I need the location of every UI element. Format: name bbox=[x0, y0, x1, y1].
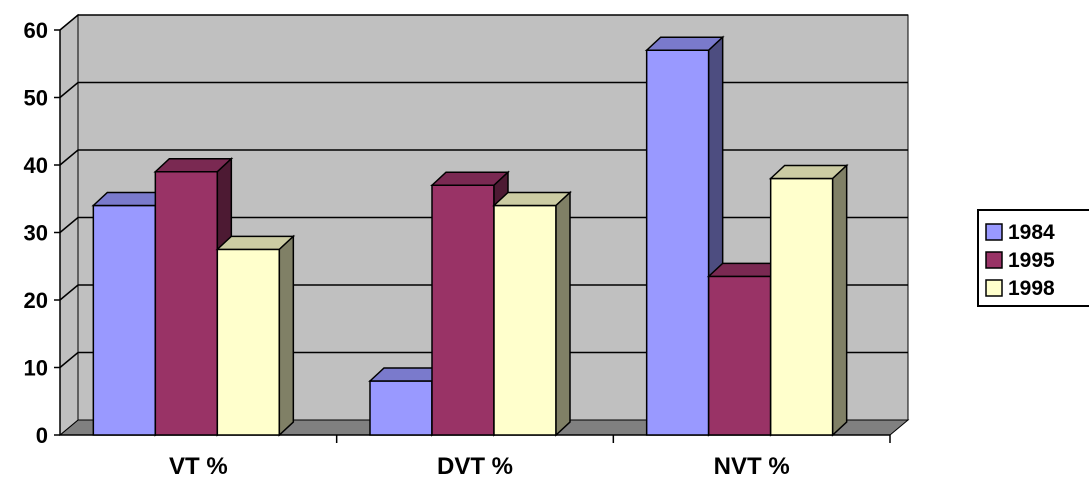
x-tick-label: NVT % bbox=[714, 453, 790, 480]
bar-front bbox=[216, 248, 281, 436]
gridline bbox=[59, 216, 908, 234]
legend-swatch bbox=[985, 251, 1003, 269]
legend: 1984 1995 1998 bbox=[977, 209, 1089, 307]
gridline bbox=[59, 81, 908, 99]
legend-label: 1995 bbox=[1008, 249, 1055, 272]
y-tick-labels: 0 10 20 30 40 50 60 bbox=[24, 18, 48, 448]
bar-front bbox=[154, 171, 219, 436]
bar-front bbox=[645, 49, 710, 436]
bar-vt-1998 bbox=[215, 234, 296, 437]
y-tick-label: 60 bbox=[24, 18, 48, 43]
bar-front bbox=[431, 184, 495, 436]
bar-side bbox=[278, 234, 295, 437]
x-tick-label: VT % bbox=[169, 453, 228, 480]
bar-dvt-1998 bbox=[492, 190, 572, 437]
legend-item-1995: 1995 bbox=[985, 249, 1055, 272]
bar-side bbox=[555, 190, 571, 437]
gridline bbox=[59, 149, 908, 166]
bar-front bbox=[92, 204, 157, 436]
x-tick-label: DVT % bbox=[437, 453, 513, 480]
legend-item-1998: 1998 bbox=[985, 277, 1055, 300]
legend-label: 1984 bbox=[1008, 221, 1055, 244]
bar-dvt-1984 bbox=[368, 366, 448, 437]
legend-label: 1998 bbox=[1008, 277, 1055, 300]
bar-front bbox=[707, 275, 772, 436]
gridline bbox=[59, 14, 908, 31]
bars bbox=[91, 35, 849, 437]
y-tick-label: 0 bbox=[36, 423, 48, 448]
bar-front bbox=[369, 380, 433, 436]
gridlines bbox=[59, 14, 908, 369]
legend-swatch bbox=[985, 223, 1003, 241]
x-tick-labels: VT % DVT % NVT % bbox=[169, 453, 790, 480]
y-tick-label: 10 bbox=[24, 356, 48, 381]
gridline bbox=[59, 284, 908, 301]
y-tick-label: 30 bbox=[24, 221, 48, 246]
y-tick-label: 50 bbox=[24, 86, 48, 111]
bar-nvt-1998 bbox=[768, 163, 849, 437]
y-tick-label: 20 bbox=[24, 288, 48, 313]
legend-swatch bbox=[985, 279, 1003, 297]
bar-front bbox=[493, 204, 557, 436]
bar-side bbox=[831, 163, 848, 437]
y-tick-label: 40 bbox=[24, 153, 48, 178]
gridline bbox=[59, 351, 908, 369]
legend-item-1984: 1984 bbox=[985, 221, 1055, 244]
bar-front bbox=[769, 177, 834, 436]
